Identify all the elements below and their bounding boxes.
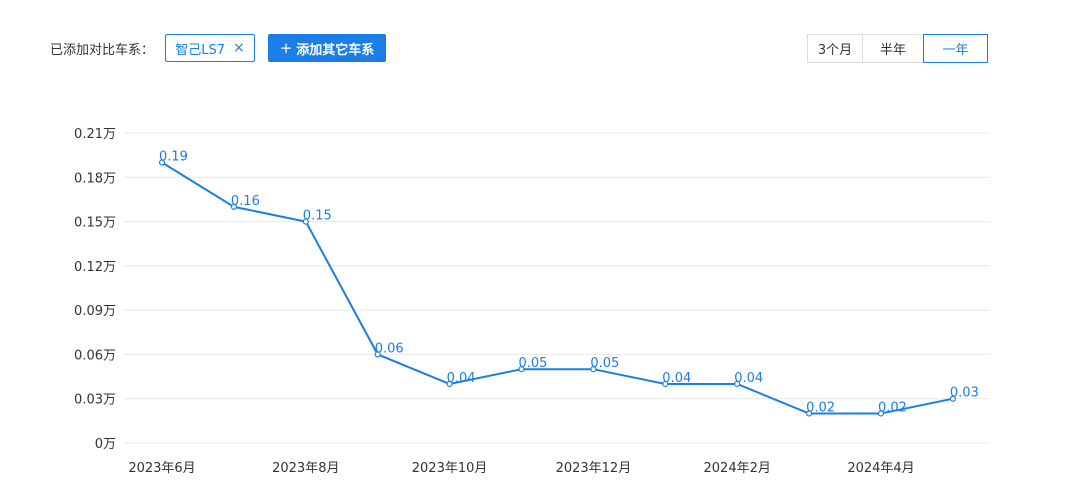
x-tick-label: 2023年8月 xyxy=(272,461,339,476)
data-point xyxy=(877,410,885,417)
x-axis-ticks: 2023年6月 2023年8月 2023年10月 2023年12月 2024年2月 202… xyxy=(128,461,914,476)
data-point xyxy=(158,159,166,166)
x-tick-label: 2024年2月 xyxy=(704,461,771,476)
data-point xyxy=(662,380,669,388)
data-label: 0.04 xyxy=(447,371,476,386)
data-label: 0.05 xyxy=(519,356,548,371)
data-label: 0.04 xyxy=(662,371,691,386)
data-label: 0.02 xyxy=(806,400,835,415)
y-tick-label: 0.03万 xyxy=(74,393,116,408)
x-tick-label: 2023年10月 xyxy=(412,461,488,476)
series-tag-label: 智己LS7 xyxy=(175,42,226,58)
x-tick-label: 2023年6月 xyxy=(128,461,195,476)
data-label: 0.04 xyxy=(734,371,763,386)
add-series-button[interactable]: + 添加其它车系 xyxy=(268,34,386,62)
x-tick-label: 2023年12月 xyxy=(556,461,632,476)
range-3-months-button[interactable]: 3个月 xyxy=(807,34,863,63)
data-point xyxy=(518,366,525,373)
add-series-label: 添加其它车系 xyxy=(296,42,375,58)
range-one-year-button[interactable]: 一年 xyxy=(923,34,988,63)
x-tick-label: 2024年4月 xyxy=(847,461,914,476)
data-point xyxy=(374,351,381,358)
close-icon[interactable]: × xyxy=(233,40,245,56)
grid-lines xyxy=(124,132,990,444)
data-label: 0.15 xyxy=(303,209,332,224)
time-range-selector: 3个月 半年 一年 xyxy=(807,34,988,63)
data-label: 0.05 xyxy=(590,356,619,371)
y-axis-ticks: 0万 0.03万 0.06万 0.09万 0.12万 0.15万 0.18万 0.21万 xyxy=(74,127,116,452)
data-point xyxy=(805,410,813,417)
y-tick-label: 0.15万 xyxy=(74,216,116,231)
plus-icon: + xyxy=(279,39,293,57)
y-tick-label: 0.09万 xyxy=(74,304,116,319)
compare-label: 已添加对比车系： xyxy=(50,43,155,58)
y-tick-label: 0.06万 xyxy=(74,348,116,363)
range-half-year-button[interactable]: 半年 xyxy=(862,34,924,63)
data-point xyxy=(949,395,957,402)
data-label: 0.06 xyxy=(375,341,404,356)
data-point xyxy=(302,218,309,225)
y-tick-label: 0万 xyxy=(95,437,116,452)
data-label: 0.02 xyxy=(878,400,907,415)
data-label: 0.03 xyxy=(950,386,979,401)
series-tag[interactable]: 智己LS7 × xyxy=(165,34,255,62)
data-label: 0.19 xyxy=(159,150,188,165)
series-line xyxy=(161,161,954,415)
data-point xyxy=(734,380,741,388)
data-point xyxy=(590,366,597,373)
y-tick-label: 0.12万 xyxy=(74,260,116,275)
y-tick-label: 0.21万 xyxy=(74,127,116,142)
data-point xyxy=(230,203,237,210)
data-label: 0.16 xyxy=(231,194,260,209)
data-labels: 0.19 0.16 0.15 0.06 0.04 0.05 0.05 0.04 0.04 0.02… xyxy=(159,150,979,416)
data-point xyxy=(446,380,453,388)
data-points xyxy=(158,159,957,417)
y-tick-label: 0.18万 xyxy=(74,171,116,186)
